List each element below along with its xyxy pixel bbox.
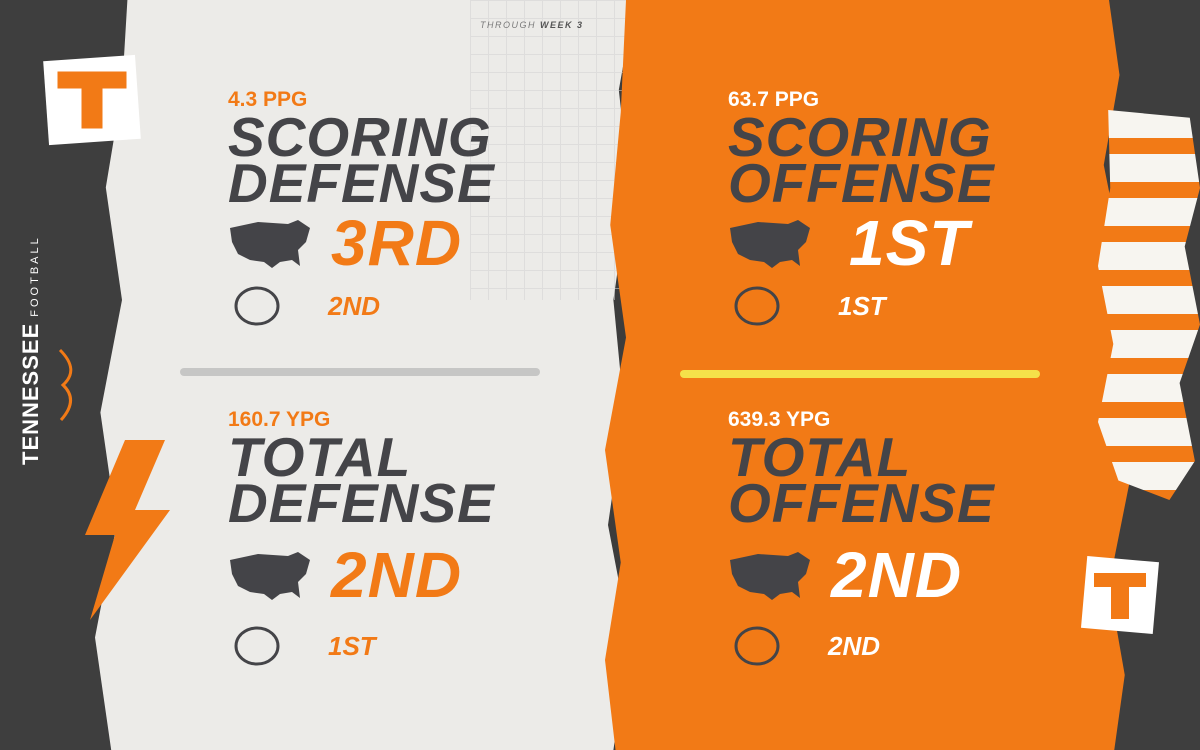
sec-rank-row: 2ND (728, 626, 880, 666)
stat-title-line1: TOTAL (228, 426, 412, 488)
sec-rank-row: 2ND (228, 286, 380, 326)
power-t-logo-small-icon (1080, 555, 1160, 635)
team-name-text: TENNESSEE (18, 322, 43, 465)
sec-logo-icon (734, 626, 780, 666)
sec-rank: 2ND (828, 630, 881, 661)
national-rank-row: 2ND (728, 538, 962, 612)
national-rank: 3RD (331, 207, 463, 279)
sec-rank-row: 1ST (728, 286, 886, 326)
sec-logo-icon (234, 626, 280, 666)
sec-rank: 1ST (838, 290, 886, 321)
national-rank: 2ND (331, 539, 463, 611)
national-rank-row: 2ND (228, 538, 462, 612)
stat-value: 639.3 YPG (728, 408, 831, 431)
stat-title-line2: DEFENSE (228, 472, 495, 534)
orange-scribble-icon (58, 348, 73, 422)
power-t-logo-icon: T (43, 54, 141, 146)
stat-title-line1: SCORING (228, 106, 492, 168)
stat-title-line2: OFFENSE (728, 152, 995, 214)
sec-logo-icon (234, 286, 280, 326)
team-wordmark: TENNESSEE FOOTBALL (18, 205, 58, 465)
stat-title-line1: TOTAL (728, 426, 912, 488)
scoring-offense-block: 63.7 PPG SCORING OFFENSE 1ST 1ST (728, 88, 1068, 348)
note-prefix: THROUGH (480, 20, 536, 30)
usa-map-icon (730, 551, 810, 600)
svg-text:T: T (92, 111, 93, 113)
national-rank-row: 1ST (728, 206, 969, 280)
sec-rank: 1ST (328, 630, 376, 661)
stat-title-line1: SCORING (728, 106, 992, 168)
team-sub-text: FOOTBALL (29, 235, 41, 317)
through-week-note: THROUGH WEEK 3 (480, 20, 584, 30)
national-rank-row: 3RD (228, 206, 462, 280)
stat-title-line2: OFFENSE (728, 472, 995, 534)
stat-value: 160.7 YPG (228, 408, 331, 431)
checker-brush-strip (1098, 110, 1200, 500)
stat-value: 4.3 PPG (228, 88, 308, 111)
stat-value: 63.7 PPG (728, 88, 820, 111)
usa-map-icon (230, 551, 310, 600)
note-emphasis: WEEK 3 (540, 20, 584, 30)
usa-map-icon (730, 219, 810, 268)
usa-map-icon (230, 219, 310, 268)
gray-divider-stroke (180, 368, 540, 376)
scoring-defense-block: 4.3 PPG SCORING DEFENSE 3RD 2ND (228, 88, 568, 348)
stat-title-line2: DEFENSE (228, 152, 495, 214)
sec-rank-row: 1ST (228, 626, 376, 666)
total-offense-block: 639.3 YPG TOTAL OFFENSE 2ND 2ND (728, 408, 1068, 668)
lightning-bolt-icon (85, 440, 170, 620)
yellow-divider-stroke (680, 370, 1040, 378)
national-rank: 2ND (831, 539, 963, 611)
sec-logo-icon (734, 286, 780, 326)
national-rank: 1ST (849, 207, 970, 279)
sec-rank: 2ND (328, 290, 381, 321)
total-defense-block: 160.7 YPG TOTAL DEFENSE 2ND 1ST (228, 408, 568, 668)
